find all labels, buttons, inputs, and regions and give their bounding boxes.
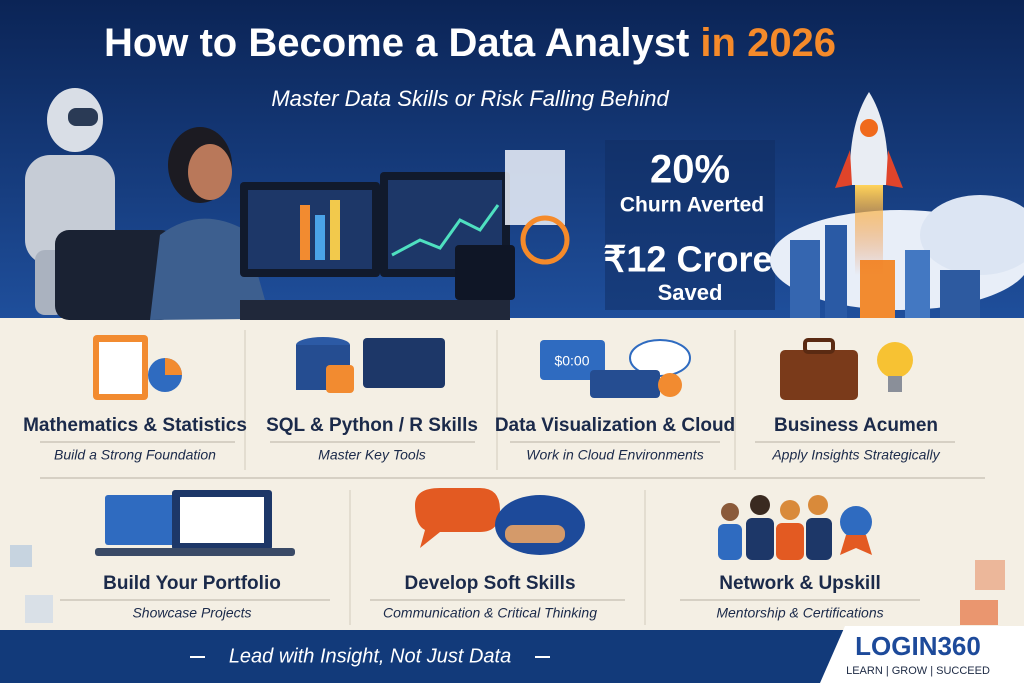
icon-person: [721, 503, 739, 521]
desk: [240, 300, 510, 320]
title: How to Become a Data Analyst in 2026: [104, 21, 836, 65]
stat-label: Churn Averted: [620, 194, 764, 217]
icon-bulb: [877, 342, 913, 378]
skill-title: Network & Upskill: [719, 573, 881, 594]
building: [940, 270, 980, 318]
icon-handle: [803, 338, 835, 354]
icon-briefcase: [780, 350, 858, 400]
icon-card: [540, 340, 605, 380]
icon-speech: [415, 488, 500, 548]
skill-title: Business Acumen: [774, 415, 938, 436]
skill-subtitle: Mentorship & Certifications: [716, 605, 883, 621]
stat-value: 20%: [650, 148, 730, 192]
icon-badge: [840, 506, 872, 538]
skill-subtitle: Work in Cloud Environments: [526, 447, 703, 463]
skill-title: Build Your Portfolio: [103, 573, 281, 594]
skill-title: SQL & Python / R Skills: [266, 415, 478, 436]
face: [188, 144, 232, 200]
title-main: How to Become a Data Analyst: [104, 21, 689, 65]
icon-display: [180, 497, 264, 543]
icon-ribbon: [840, 535, 872, 555]
logo-panel: [820, 626, 1024, 683]
skill-icons: $0:00: [93, 335, 913, 400]
robot-visor: [68, 108, 98, 126]
tablet: [455, 245, 515, 300]
icon-person: [746, 518, 774, 560]
screen-bar: [330, 200, 340, 260]
stat-value: ₹12 Crore: [604, 239, 773, 280]
building: [790, 240, 820, 318]
icon-person: [780, 500, 800, 520]
skill-title: Develop Soft Skills: [404, 573, 575, 594]
decor-square: [25, 595, 53, 623]
subtitle: Master Data Skills or Risk Falling Behin…: [271, 86, 669, 111]
rocket-body: [849, 92, 889, 185]
decor-square: [960, 600, 998, 625]
rocket-flame: [855, 185, 883, 275]
city-illustration: [770, 92, 1024, 318]
icon-base: [95, 548, 295, 556]
footer-tagline: Lead with Insight, Not Just Data: [229, 645, 511, 667]
screen-bar: [315, 215, 325, 260]
icon-person: [718, 524, 742, 560]
skill-title: Data Visualization & Cloud: [495, 415, 735, 436]
skill-title: Mathematics & Statistics: [23, 415, 247, 436]
skill-subtitle: Showcase Projects: [132, 605, 251, 621]
icon-handshake: [505, 525, 565, 543]
icon-gear: [326, 365, 354, 393]
cloud: [920, 195, 1024, 275]
icon-bulb-base: [888, 376, 902, 392]
skill-subtitle: Apply Insights Strategically: [771, 447, 940, 463]
building: [825, 225, 847, 318]
title-highlight: in 2026: [700, 21, 836, 65]
rocket-window: [860, 119, 878, 137]
icon-laptop: [363, 338, 445, 388]
decor-square: [10, 545, 32, 567]
skill-subtitle: Communication & Critical Thinking: [383, 605, 597, 621]
icon-paper: [99, 342, 142, 394]
skill-icons: [95, 488, 872, 560]
brand-logo: LOGIN360: [855, 631, 981, 661]
chair: [55, 230, 175, 320]
icon-person: [776, 523, 804, 560]
icon-pie-slice: [165, 358, 182, 375]
icon-gear: [658, 373, 682, 397]
icon-person: [806, 518, 832, 560]
analyst-illustration: [55, 127, 570, 320]
stat-label: Saved: [658, 280, 723, 305]
chart-panel: [505, 150, 565, 225]
icon-text: $0:00: [554, 353, 589, 369]
icon-panel: [590, 370, 660, 398]
brand-tagline: LEARN | GROW | SUCCEED: [846, 665, 990, 677]
skill-subtitle: Build a Strong Foundation: [54, 447, 216, 463]
icon-person: [808, 495, 828, 515]
screen-bar: [300, 205, 310, 260]
decor-square: [975, 560, 1005, 590]
rocket-fins: [835, 150, 903, 188]
gauge: [520, 215, 570, 265]
icon-screen: [105, 495, 175, 545]
skill-subtitle: Master Key Tools: [318, 447, 426, 463]
stats-panel: [605, 140, 775, 310]
building: [905, 250, 930, 318]
screen-line: [391, 204, 500, 257]
icon-person: [750, 495, 770, 515]
